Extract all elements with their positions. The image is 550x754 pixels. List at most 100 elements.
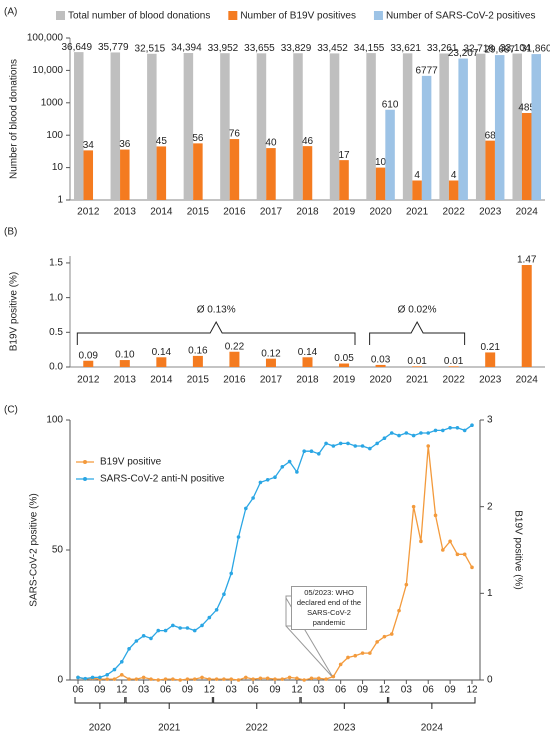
point [134, 677, 139, 681]
value-label: 33,104 [500, 43, 531, 54]
point [280, 677, 285, 681]
x-tick-label: 2017 [260, 375, 283, 386]
x-tick-label: 2023 [479, 207, 502, 218]
x-tick-label: 03 [226, 685, 238, 696]
legend-label: B19V positive [100, 457, 162, 468]
x-tick-label: 2013 [114, 375, 137, 386]
value-label: 0.16 [188, 346, 208, 357]
point [382, 634, 387, 639]
bar [256, 53, 267, 200]
point [83, 676, 88, 681]
point [171, 623, 175, 628]
value-label: 1.47 [517, 255, 537, 266]
bar [485, 352, 496, 367]
year-label: 2021 [158, 723, 181, 734]
x-tick-label: 06 [335, 685, 347, 696]
value-label: 34 [83, 140, 95, 151]
x-tick-label: 06 [248, 685, 260, 696]
value-label: 0.01 [444, 356, 464, 367]
point [192, 628, 197, 633]
value-label: 610 [382, 99, 399, 110]
x-tick-label: 12 [466, 685, 478, 696]
x-tick-label: 03 [401, 685, 413, 696]
value-label: 76 [229, 129, 241, 140]
point [171, 677, 175, 681]
value-label: 17 [338, 150, 350, 161]
bar [439, 53, 449, 201]
point [382, 436, 387, 441]
point [462, 428, 467, 433]
point [214, 677, 219, 681]
bar [74, 52, 84, 200]
point [331, 674, 336, 679]
x-tick-label: 2021 [406, 207, 429, 218]
x-tick-label: 2022 [443, 207, 466, 218]
point [302, 678, 306, 682]
value-label: 0.01 [407, 356, 427, 367]
bar [531, 54, 541, 201]
point [353, 653, 358, 658]
year-label: 2020 [89, 723, 112, 734]
x-tick-label: 2012 [77, 375, 100, 386]
legend-marker [83, 477, 87, 481]
y-axis-label: Number of blood donations [9, 59, 20, 179]
point [251, 677, 255, 681]
y-tick-label: 100 [46, 130, 63, 141]
point [411, 504, 416, 509]
bar [521, 265, 532, 367]
annotation-box: 05/2023: WHO declared end of the SARS-Co… [291, 586, 367, 630]
point [389, 431, 394, 435]
point [316, 452, 321, 456]
point [280, 465, 285, 469]
x-tick-label: 2020 [369, 375, 392, 386]
bar [366, 53, 376, 200]
point [236, 535, 241, 539]
x-tick-label: 2016 [223, 207, 246, 218]
year-bracket [300, 697, 388, 709]
value-label: 32,718 [463, 43, 494, 54]
point [470, 423, 474, 428]
y-tick-label: 1 [487, 588, 493, 599]
bar [375, 364, 386, 367]
bar [229, 139, 240, 200]
point [185, 626, 190, 630]
annotation: Ø 0.13% [197, 305, 236, 316]
point [470, 565, 474, 570]
panel-label: (B) [4, 227, 17, 238]
y-tick-label: 1 [57, 195, 63, 206]
point [389, 632, 394, 636]
point [404, 582, 409, 587]
bar [458, 58, 468, 201]
bar [293, 53, 303, 200]
x-tick-label: 2015 [187, 375, 210, 386]
x-tick-label: 2022 [443, 375, 466, 386]
bar [339, 160, 349, 200]
point [119, 660, 124, 664]
value-label: 485 [518, 103, 535, 114]
point [368, 651, 372, 655]
y-tick-label: 100 [46, 415, 63, 426]
value-label: 34,394 [171, 43, 202, 54]
x-tick-label: 2024 [516, 207, 539, 218]
bar [302, 357, 313, 367]
bar [193, 143, 203, 200]
y-tick-label: 50 [52, 545, 64, 556]
point [112, 667, 117, 672]
value-label: 0.09 [79, 350, 99, 361]
bar [83, 360, 94, 367]
annotation: Ø 0.02% [398, 305, 437, 316]
point [346, 655, 350, 660]
x-tick-label: 2017 [260, 207, 283, 218]
legend-marker [83, 460, 87, 464]
point [309, 449, 314, 454]
value-label: 34,155 [354, 43, 385, 54]
point [90, 675, 95, 680]
value-label: 36,649 [61, 42, 92, 53]
point [229, 677, 234, 681]
bar [385, 109, 395, 200]
x-tick-label: 2024 [516, 375, 539, 386]
y-tick-label: 3 [487, 415, 493, 426]
y2-axis-label: B19V positive (%) [512, 510, 523, 589]
point [244, 675, 248, 680]
x-tick-label: 09 [269, 685, 281, 696]
